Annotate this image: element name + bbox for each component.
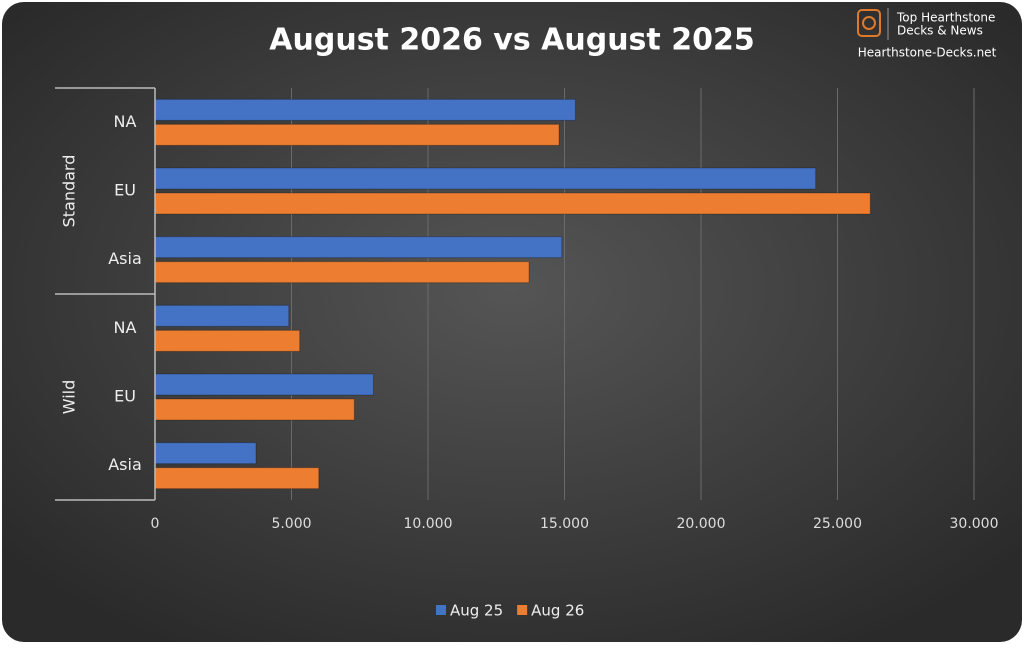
chart-title: August 2026 vs August 2025 bbox=[269, 23, 754, 58]
bar bbox=[154, 467, 320, 490]
legend-swatch bbox=[436, 605, 446, 615]
x-tick-label: 0 bbox=[151, 516, 160, 532]
legend-label: Aug 26 bbox=[531, 602, 584, 620]
logo-text: Decks & News bbox=[897, 24, 983, 38]
x-tick-label: 10.000 bbox=[404, 516, 453, 532]
x-tick-label: 5.000 bbox=[271, 516, 311, 532]
x-tick-label: 15.000 bbox=[540, 516, 589, 532]
y-tick-label: EU bbox=[114, 387, 136, 406]
logo-icon bbox=[862, 16, 876, 30]
logo: Top Hearthstone Decks & News Hearthstone… bbox=[857, 8, 997, 60]
bar bbox=[154, 123, 560, 146]
logo-url: Hearthstone-Decks.net bbox=[858, 46, 997, 60]
y-tick-label: Asia bbox=[108, 249, 142, 268]
legend-swatch bbox=[517, 605, 528, 615]
bar bbox=[154, 167, 817, 190]
bar bbox=[154, 442, 257, 465]
logo-text: Top Hearthstone bbox=[896, 11, 995, 25]
x-tick-label: 25.000 bbox=[813, 516, 862, 532]
x-tick-label: 30.000 bbox=[950, 516, 999, 532]
y-tick-label: Asia bbox=[108, 455, 142, 474]
bar bbox=[154, 398, 355, 421]
group-label: Standard bbox=[60, 155, 79, 228]
bar bbox=[154, 329, 301, 352]
bar bbox=[154, 261, 530, 284]
group-label: Wild bbox=[60, 380, 79, 415]
bar bbox=[154, 304, 290, 327]
legend-label: Aug 25 bbox=[450, 602, 503, 620]
bar bbox=[154, 192, 871, 215]
y-tick-label: NA bbox=[114, 318, 137, 337]
bar bbox=[154, 373, 374, 396]
logo-icon bbox=[857, 9, 881, 37]
bar bbox=[154, 236, 563, 259]
y-tick-label: NA bbox=[114, 112, 137, 131]
bar bbox=[154, 98, 576, 121]
y-tick-label: EU bbox=[114, 181, 136, 200]
x-tick-label: 20.000 bbox=[677, 516, 726, 532]
